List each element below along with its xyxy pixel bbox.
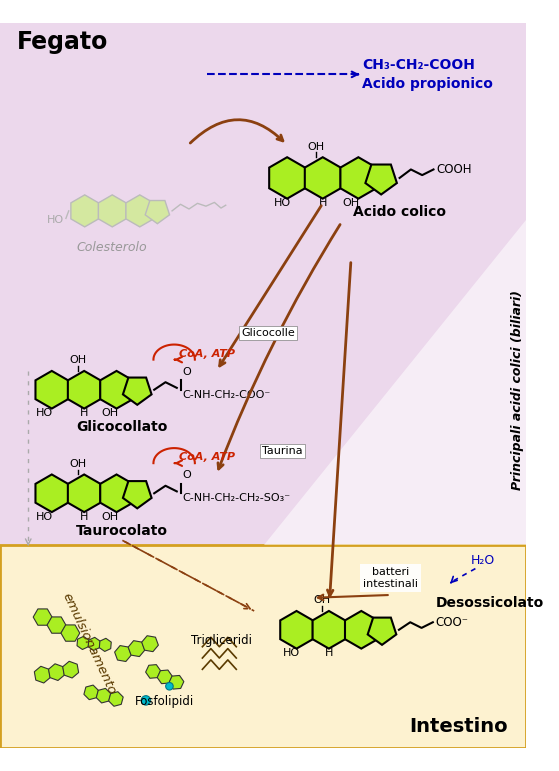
Polygon shape (123, 378, 151, 405)
Polygon shape (49, 664, 64, 681)
Polygon shape (84, 685, 98, 699)
Text: H: H (80, 512, 88, 522)
Text: OH: OH (69, 459, 86, 469)
Text: OH: OH (343, 198, 360, 208)
Polygon shape (128, 641, 145, 657)
Text: H: H (80, 408, 88, 418)
Polygon shape (264, 221, 526, 545)
Text: emulsionamento: emulsionamento (60, 591, 119, 697)
Polygon shape (345, 611, 377, 648)
Text: Fegato: Fegato (17, 30, 108, 54)
Polygon shape (157, 670, 172, 684)
Polygon shape (123, 481, 151, 508)
Text: COOH: COOH (437, 163, 472, 176)
Polygon shape (71, 195, 98, 227)
Polygon shape (368, 618, 396, 645)
Text: CH₃-CH₂-COOH: CH₃-CH₂-COOH (362, 59, 475, 72)
Polygon shape (96, 689, 111, 703)
Polygon shape (312, 611, 345, 648)
Text: O: O (182, 366, 191, 376)
Polygon shape (63, 662, 79, 678)
Polygon shape (68, 474, 101, 512)
Text: H: H (319, 198, 327, 208)
Polygon shape (269, 157, 305, 199)
Text: HO: HO (36, 408, 53, 418)
Text: HO: HO (283, 648, 300, 658)
Text: HO: HO (47, 215, 64, 225)
Polygon shape (100, 371, 133, 409)
Polygon shape (169, 675, 184, 689)
Text: O: O (182, 470, 191, 480)
Polygon shape (146, 665, 160, 678)
Polygon shape (141, 636, 158, 651)
Polygon shape (88, 638, 100, 651)
Text: HO: HO (274, 198, 291, 208)
Text: C-NH-CH₂-CH₂-SO₃⁻: C-NH-CH₂-CH₂-SO₃⁻ (182, 493, 291, 503)
Text: Glicocolle: Glicocolle (241, 328, 295, 338)
Polygon shape (100, 474, 133, 512)
Polygon shape (305, 157, 340, 199)
Text: Taurocolato: Taurocolato (76, 524, 168, 537)
Polygon shape (0, 22, 526, 749)
Polygon shape (100, 638, 111, 651)
Text: Colesterolo: Colesterolo (77, 241, 148, 254)
Text: Principali acidi colici (biliari): Principali acidi colici (biliari) (511, 290, 524, 490)
Text: COO⁻: COO⁻ (435, 616, 468, 629)
Text: H: H (325, 648, 333, 658)
Text: OH: OH (314, 595, 331, 605)
Text: OH: OH (102, 512, 119, 522)
Polygon shape (35, 474, 68, 512)
Polygon shape (126, 195, 154, 227)
Polygon shape (145, 200, 169, 224)
Polygon shape (77, 636, 89, 649)
Polygon shape (47, 617, 66, 633)
Text: Intestino: Intestino (410, 717, 508, 736)
Text: OH: OH (102, 408, 119, 418)
Circle shape (165, 682, 173, 690)
Text: HO: HO (36, 512, 53, 522)
Polygon shape (108, 692, 123, 706)
Text: OH: OH (69, 355, 86, 365)
Text: Taurina: Taurina (262, 446, 303, 456)
Text: Glicocollato: Glicocollato (76, 420, 168, 434)
Polygon shape (68, 371, 101, 409)
Text: Trigliceridi: Trigliceridi (191, 634, 252, 647)
Text: Acido colico: Acido colico (353, 204, 447, 219)
Polygon shape (366, 164, 397, 194)
Polygon shape (0, 545, 526, 749)
Text: H₂O: H₂O (471, 554, 495, 567)
Text: batteri
intestinali: batteri intestinali (363, 567, 418, 589)
Polygon shape (35, 371, 68, 409)
Text: CoA, ATP: CoA, ATP (179, 348, 235, 359)
Polygon shape (340, 157, 376, 199)
Text: CoA, ATP: CoA, ATP (179, 453, 235, 463)
Polygon shape (33, 609, 52, 625)
Text: OH: OH (307, 142, 324, 152)
Polygon shape (34, 666, 50, 683)
Polygon shape (61, 625, 80, 641)
Text: Acido propionico: Acido propionico (362, 77, 493, 91)
Polygon shape (280, 611, 313, 648)
Polygon shape (115, 645, 131, 662)
Text: Fosfolipidi: Fosfolipidi (135, 695, 195, 708)
Circle shape (141, 695, 150, 705)
Text: C-NH-CH₂-COO⁻: C-NH-CH₂-COO⁻ (182, 389, 271, 399)
Text: Desossicolato: Desossicolato (435, 596, 544, 610)
Polygon shape (98, 195, 126, 227)
